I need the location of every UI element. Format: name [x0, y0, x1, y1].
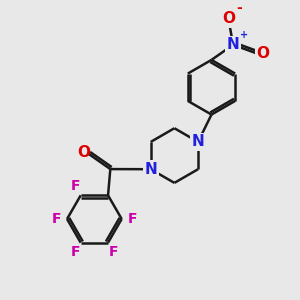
- Text: O: O: [77, 145, 90, 160]
- Text: F: F: [128, 212, 137, 226]
- Text: N: N: [144, 162, 157, 177]
- Text: F: F: [70, 245, 80, 259]
- Text: O: O: [222, 11, 235, 26]
- Text: F: F: [109, 245, 118, 259]
- Text: N: N: [227, 37, 239, 52]
- Text: N: N: [192, 134, 204, 149]
- Text: F: F: [52, 212, 61, 226]
- Text: -: -: [236, 1, 242, 15]
- Text: F: F: [70, 179, 80, 193]
- Text: +: +: [240, 30, 248, 40]
- Text: O: O: [256, 46, 269, 61]
